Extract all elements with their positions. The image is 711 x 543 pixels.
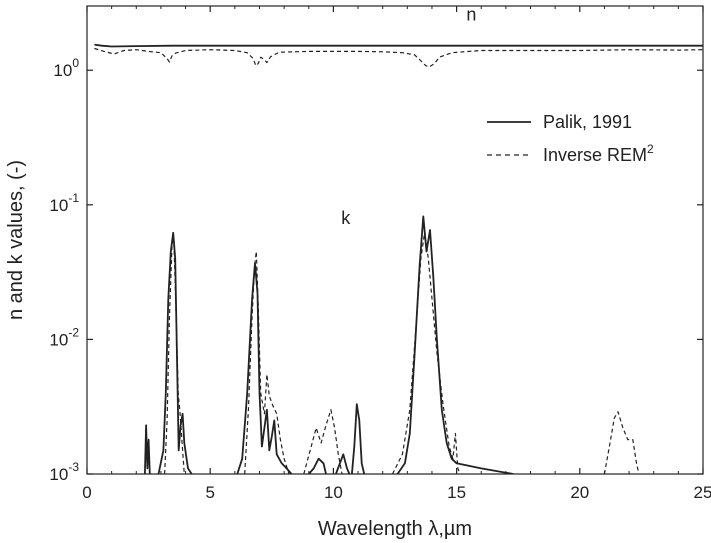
series-layer	[94, 43, 703, 474]
series-line-palik	[335, 453, 351, 474]
x-tick-label: 0	[82, 483, 91, 502]
x-tick-label: 20	[570, 483, 589, 502]
legend-label-palik: Palik, 1991	[543, 112, 632, 132]
annotation-k: k	[341, 208, 351, 228]
x-tick-label: 10	[324, 483, 343, 502]
x-tick-label: 5	[205, 483, 214, 502]
x-axis-title: Wavelength λ,µm	[318, 518, 472, 540]
y-tick-label: 10-2	[49, 325, 79, 349]
ticks-layer: 0 5 10 15 20 25 10-3 10-2 10-1 100	[49, 6, 711, 502]
series-line-palik	[94, 43, 703, 48]
series-line-palik	[144, 424, 151, 474]
legend-label-inverse-rem-sup: 2	[647, 142, 654, 156]
y-axis-title: n and k values, (-)	[5, 160, 27, 320]
series-line-inverse-rem	[244, 250, 290, 474]
series-line-inverse-rem	[303, 409, 343, 474]
annotation-n: n	[466, 4, 476, 24]
x-tick-label: 25	[694, 483, 711, 502]
y-tick-label: 10-1	[49, 191, 79, 215]
legend: Palik, 1991 Inverse REM2	[487, 112, 654, 165]
plot-frame	[86, 5, 704, 475]
x-tick-label: 15	[447, 483, 466, 502]
legend-label-inverse-rem-text: Inverse REM	[543, 145, 647, 165]
y-tick-label: 100	[53, 56, 79, 80]
series-line-inverse-rem	[164, 236, 185, 474]
series-line-palik	[351, 403, 366, 474]
series-line-inverse-rem	[94, 47, 703, 68]
series-line-palik	[236, 262, 293, 474]
annotation-layer: n k	[341, 4, 476, 228]
series-line-palik	[157, 231, 193, 474]
y-tick-label: 10-3	[49, 460, 79, 484]
series-line-inverse-rem	[603, 411, 640, 474]
series-line-palik	[396, 215, 514, 474]
series-line-inverse-rem	[391, 232, 461, 474]
legend-label-inverse-rem: Inverse REM2	[543, 142, 654, 165]
series-line-palik	[308, 457, 327, 474]
